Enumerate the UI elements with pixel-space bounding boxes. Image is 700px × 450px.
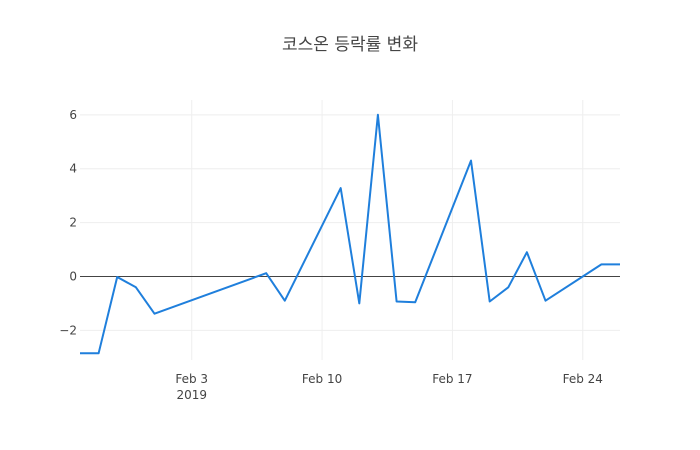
- chart-title: 코스온 등락률 변화: [282, 35, 418, 55]
- y-axis: −2 0 2 4 6: [59, 108, 77, 338]
- grid-layer: [80, 100, 620, 360]
- y-tick-label: 6: [69, 108, 77, 122]
- y-tick-label: 2: [69, 216, 77, 230]
- y-tick-label: 0: [69, 269, 77, 283]
- x-tick-label: Feb 3: [175, 372, 208, 386]
- x-tick-label: Feb 10: [302, 372, 342, 386]
- x-tick-label: Feb 17: [432, 372, 472, 386]
- y-tick-label: 4: [69, 162, 77, 176]
- x-tick-label: Feb 24: [563, 372, 603, 386]
- y-tick-label: −2: [59, 323, 77, 337]
- series-line-0: [80, 113, 620, 355]
- x-tick-year-label: 2019: [176, 388, 207, 402]
- series-layer: [80, 113, 620, 355]
- x-axis: Feb 3 2019 Feb 10 Feb 17 Feb 24: [175, 372, 603, 402]
